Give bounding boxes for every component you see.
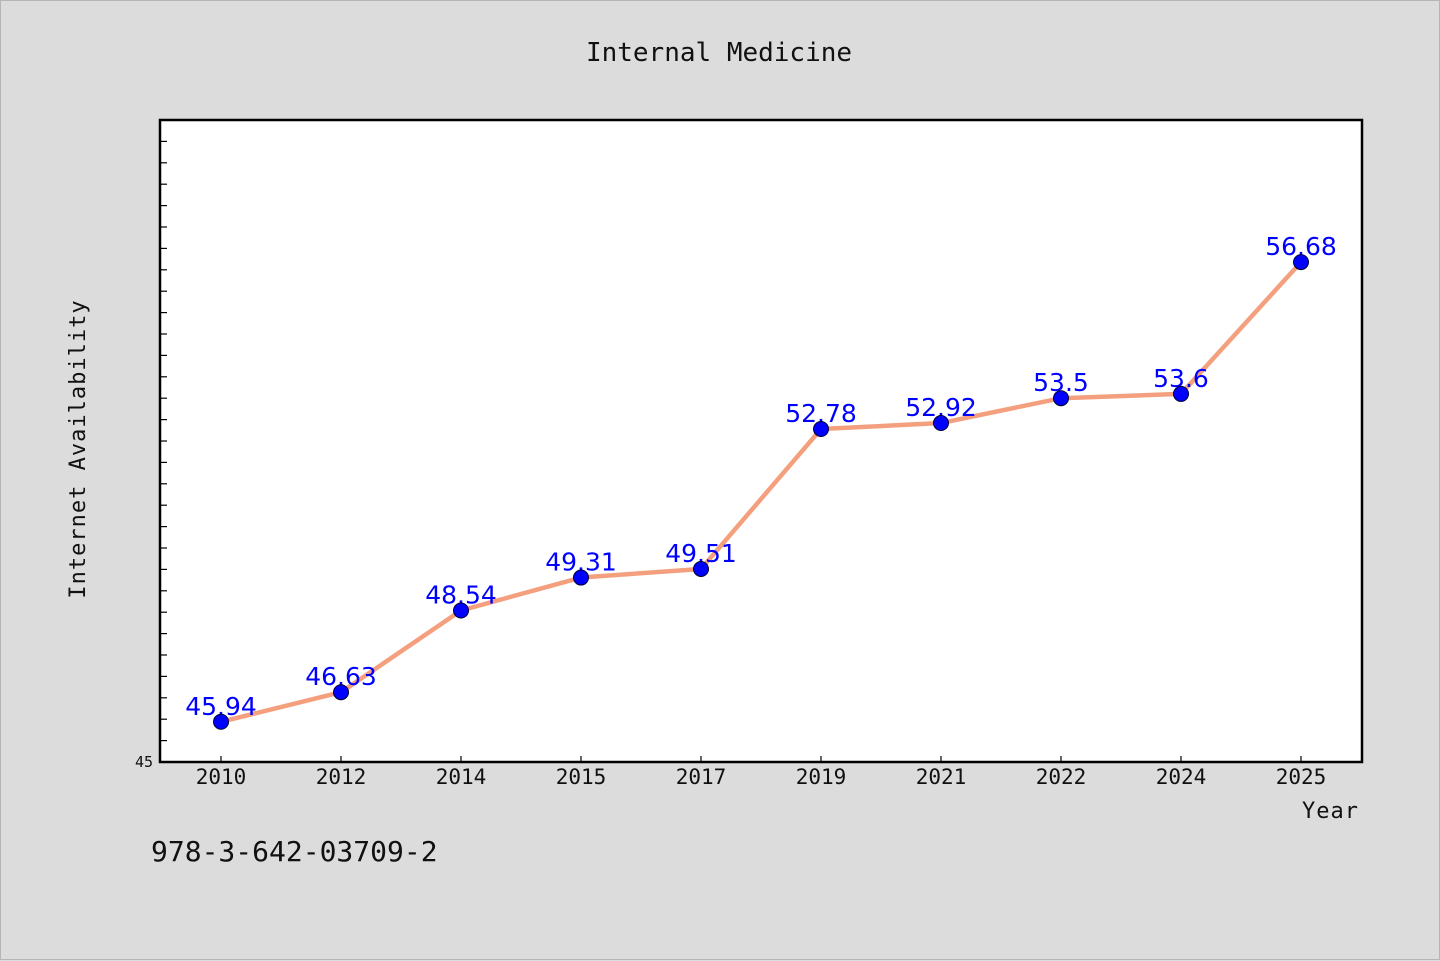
data-point bbox=[1053, 390, 1069, 407]
x-tick-label: 2010 bbox=[196, 765, 247, 789]
series-line bbox=[220, 260, 1303, 724]
plot-area bbox=[158, 118, 1364, 764]
data-point bbox=[333, 684, 349, 701]
data-point bbox=[1173, 385, 1189, 402]
x-tick-label: 2025 bbox=[1276, 765, 1327, 789]
data-point bbox=[933, 415, 949, 432]
y-axis-ticks bbox=[160, 140, 167, 742]
data-point bbox=[453, 602, 469, 619]
x-tick-label: 2022 bbox=[1036, 765, 1087, 789]
data-point bbox=[573, 569, 589, 586]
x-tick-label: 2015 bbox=[556, 765, 607, 789]
data-point bbox=[213, 713, 229, 730]
chart-title: Internal Medicine bbox=[586, 38, 852, 68]
x-tick-label: 2014 bbox=[436, 765, 487, 789]
isbn-label: 978-3-642-03709-2 bbox=[151, 835, 438, 868]
x-tick-label: 2021 bbox=[916, 765, 967, 789]
x-axis-ticks: 2010 2012 2014 2015 2017 2019 2021 2022 2024 2025 bbox=[196, 756, 1327, 789]
x-tick-label: 2019 bbox=[796, 765, 847, 789]
x-tick-label: 2017 bbox=[676, 765, 727, 789]
data-point bbox=[813, 421, 829, 438]
data-points bbox=[213, 254, 1309, 730]
data-point bbox=[1293, 254, 1309, 271]
y-axis-label: Internet Availability bbox=[66, 299, 91, 598]
data-point bbox=[693, 560, 709, 577]
y-axis-min-label: 45 bbox=[135, 753, 153, 771]
x-tick-label: 2024 bbox=[1156, 765, 1207, 789]
x-axis-label: Year bbox=[1302, 799, 1359, 824]
x-tick-label: 2012 bbox=[316, 765, 367, 789]
